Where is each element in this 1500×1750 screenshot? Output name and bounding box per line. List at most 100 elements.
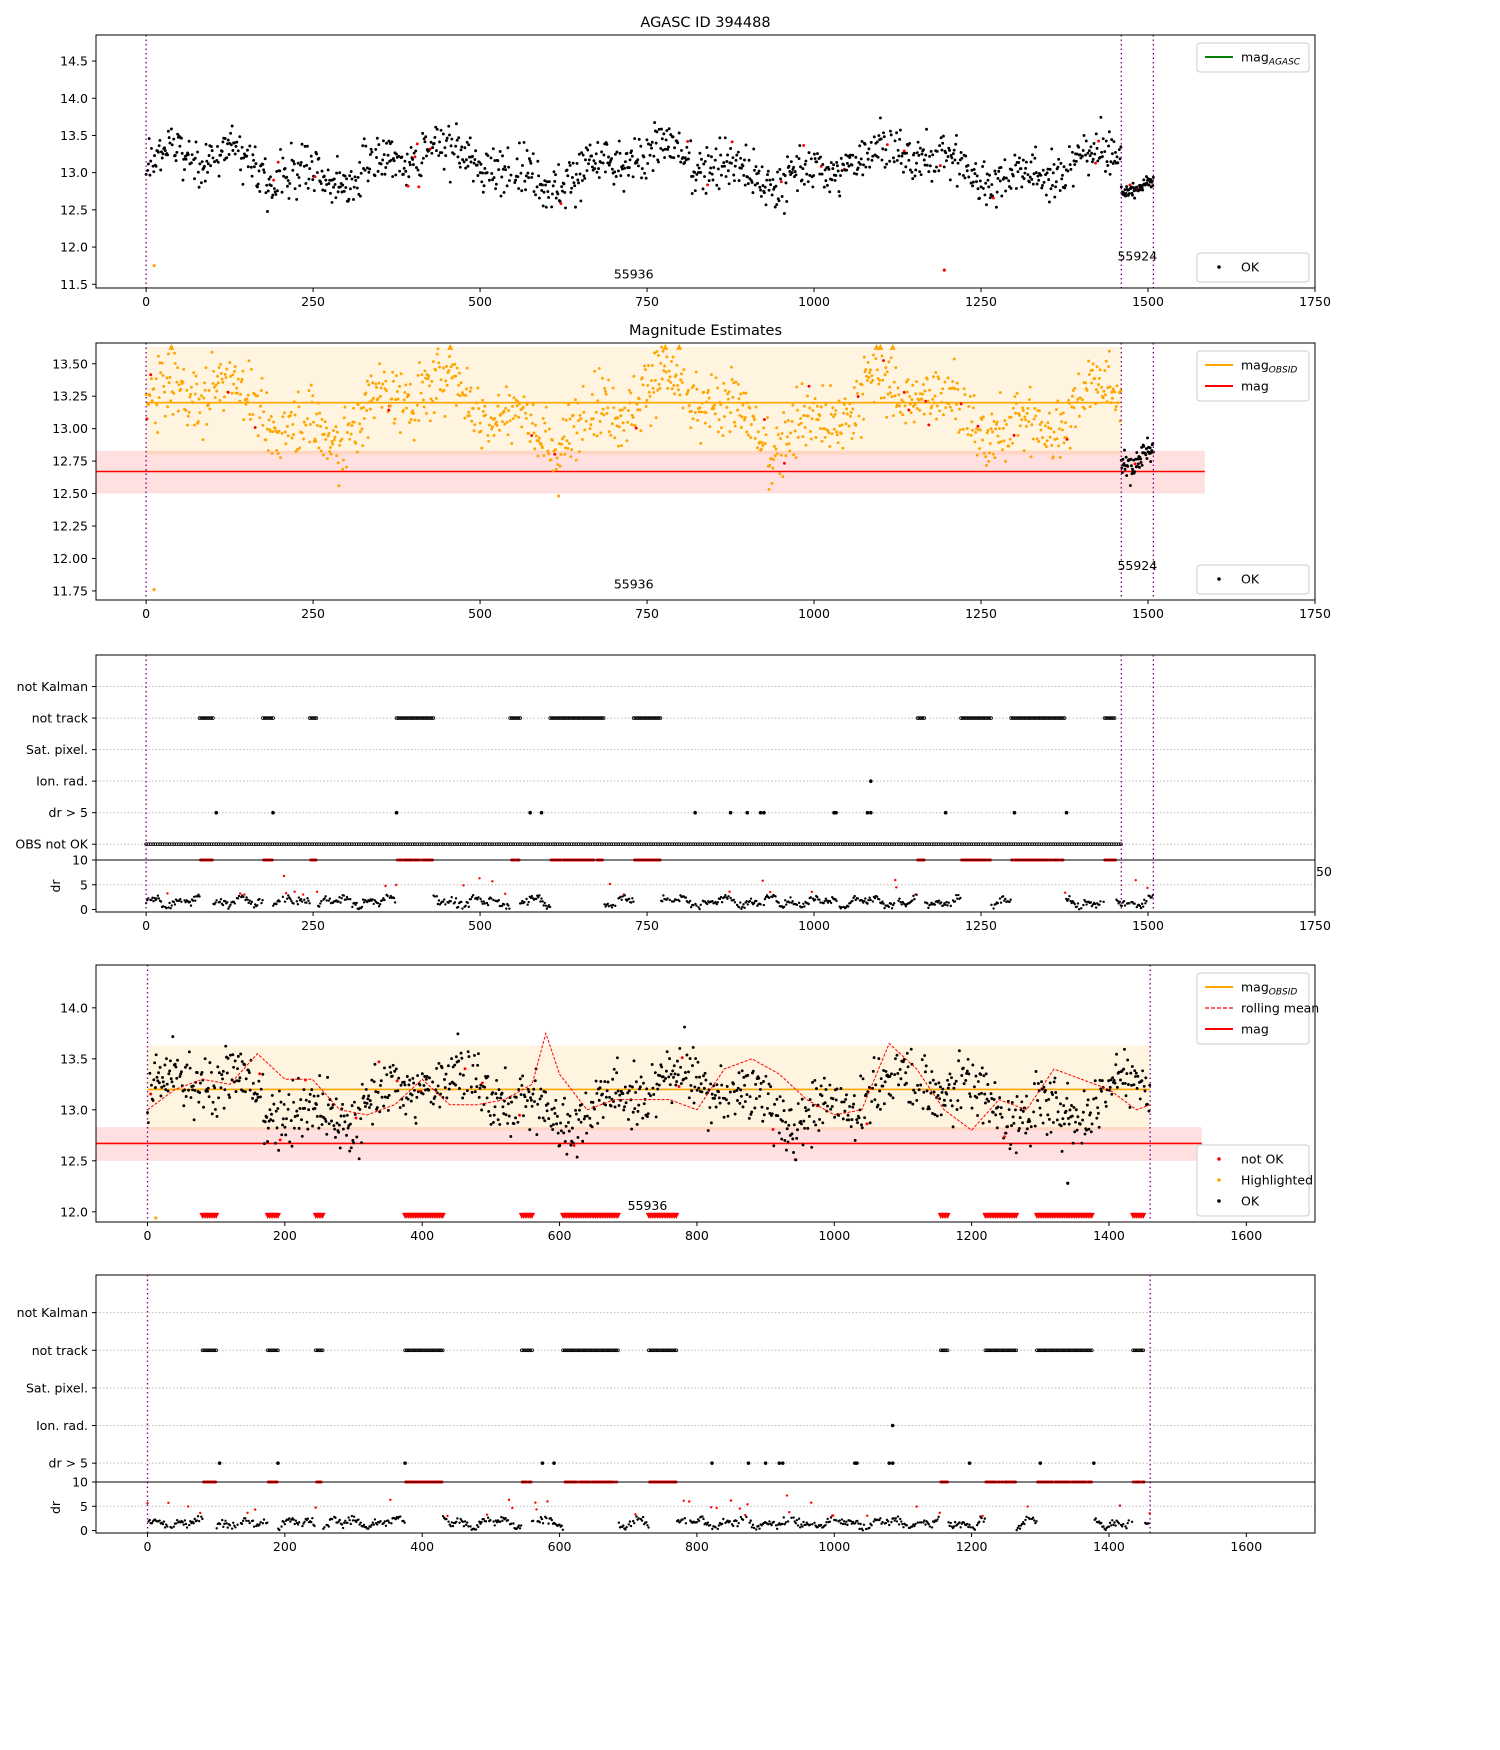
data-point xyxy=(735,153,739,157)
data-point xyxy=(782,461,786,465)
data-point xyxy=(856,1121,859,1125)
data-point xyxy=(326,1075,330,1079)
data-point xyxy=(834,409,838,412)
flag-marker xyxy=(165,842,169,847)
dr-point xyxy=(887,905,891,909)
data-point xyxy=(377,381,381,385)
data-point xyxy=(169,127,173,131)
data-point xyxy=(920,1058,924,1062)
flag-marker xyxy=(1077,842,1081,847)
data-point xyxy=(603,389,607,393)
dr-point xyxy=(481,902,484,906)
dr-point xyxy=(882,902,885,905)
data-point xyxy=(471,1063,475,1067)
data-point xyxy=(236,1067,239,1071)
data-point xyxy=(371,381,375,385)
data-point xyxy=(913,403,917,407)
dr-point xyxy=(911,899,914,902)
data-point xyxy=(736,408,740,412)
data-point xyxy=(539,1087,543,1091)
data-point xyxy=(922,382,925,386)
data-point xyxy=(499,412,503,416)
data-point xyxy=(507,1114,511,1118)
data-point xyxy=(387,139,391,143)
data-point xyxy=(893,1073,897,1076)
data-point xyxy=(1110,390,1114,394)
flag-marker xyxy=(982,716,987,720)
data-point xyxy=(426,377,430,381)
data-point xyxy=(803,1106,807,1110)
dr-point xyxy=(537,896,540,899)
data-point xyxy=(869,381,873,385)
flag-marker xyxy=(840,842,845,847)
flag-marker xyxy=(1025,716,1030,720)
data-point xyxy=(462,160,466,164)
data-point xyxy=(628,1084,632,1088)
flag-marker xyxy=(758,810,763,815)
y-tick-label: 13.00 xyxy=(52,421,88,436)
data-point xyxy=(371,1122,375,1126)
flag-marker xyxy=(172,842,176,847)
data-point xyxy=(319,1114,323,1118)
flag-marker xyxy=(1109,716,1114,720)
data-point xyxy=(992,419,996,423)
data-point xyxy=(600,412,604,415)
data-point xyxy=(867,147,871,151)
data-point xyxy=(384,379,388,383)
data-point xyxy=(656,1087,660,1091)
data-point xyxy=(728,430,732,434)
dr-point xyxy=(228,905,231,908)
data-point xyxy=(230,124,234,128)
data-point xyxy=(321,188,325,192)
flag-marker xyxy=(406,842,410,847)
data-point xyxy=(987,185,991,189)
data-point xyxy=(181,380,185,384)
data-point xyxy=(650,146,653,150)
data-point xyxy=(518,1113,521,1117)
data-point xyxy=(531,1092,535,1096)
dr-point xyxy=(732,898,736,901)
data-point xyxy=(308,440,312,444)
flag-marker xyxy=(979,716,983,720)
data-point xyxy=(541,446,544,450)
data-point xyxy=(923,1054,927,1057)
data-point xyxy=(748,1095,752,1099)
flag-marker xyxy=(401,842,406,847)
data-point xyxy=(598,1086,602,1090)
flag-marker xyxy=(885,842,889,847)
data-point xyxy=(191,1088,194,1092)
data-point xyxy=(881,147,885,151)
flag-marker xyxy=(233,842,237,847)
data-point xyxy=(799,1122,803,1126)
data-point xyxy=(492,176,496,180)
data-point xyxy=(866,157,870,161)
data-point xyxy=(957,430,961,434)
flag-marker xyxy=(873,842,878,847)
data-point xyxy=(567,1129,571,1133)
data-point xyxy=(821,162,825,166)
flag-marker xyxy=(455,842,459,847)
data-point xyxy=(398,169,402,173)
data-point xyxy=(528,440,532,444)
dr-point xyxy=(324,895,327,898)
flag-marker xyxy=(258,842,263,847)
data-point xyxy=(232,141,236,145)
data-point xyxy=(819,427,822,431)
dr-point xyxy=(252,906,256,909)
data-point xyxy=(236,377,240,381)
data-point xyxy=(703,421,707,425)
data-point xyxy=(909,1047,913,1051)
data-point xyxy=(373,174,377,178)
dr-point xyxy=(521,899,524,903)
data-point xyxy=(477,407,481,410)
data-point xyxy=(1058,189,1062,192)
data-point xyxy=(888,129,892,133)
dr-point xyxy=(811,897,815,900)
dr-point xyxy=(389,894,393,898)
dr-point xyxy=(223,900,227,903)
data-point xyxy=(592,433,596,436)
data-point xyxy=(464,158,468,162)
data-point xyxy=(646,1112,650,1116)
data-point xyxy=(547,427,551,431)
dr-point xyxy=(715,902,718,906)
